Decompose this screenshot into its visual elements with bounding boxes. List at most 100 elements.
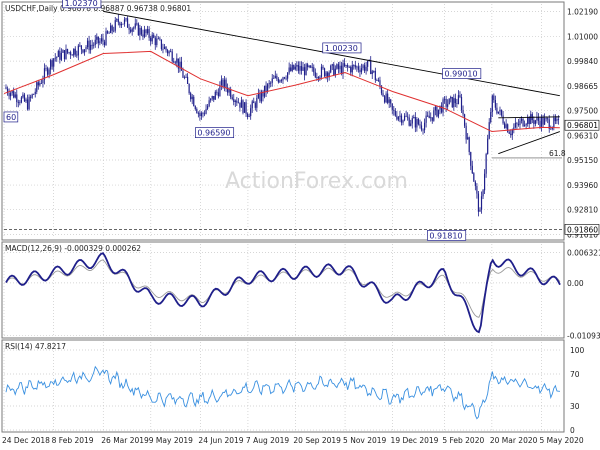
candle-body xyxy=(297,64,299,71)
candle-body xyxy=(557,119,560,120)
candle-body xyxy=(382,93,384,97)
candle-body xyxy=(93,44,95,46)
x-tick-label: 24 Jun 2019 xyxy=(198,436,243,445)
macd-tick-label: 0.00 xyxy=(567,279,584,288)
candle-body xyxy=(13,91,15,98)
candle-body xyxy=(290,67,292,71)
candle-body xyxy=(280,80,283,81)
candle-body xyxy=(85,47,87,50)
candle-body xyxy=(322,66,324,69)
candle-body xyxy=(193,96,195,107)
candle-body xyxy=(190,93,192,100)
candle-body xyxy=(176,58,178,63)
candle-body xyxy=(430,117,432,119)
candle-body xyxy=(268,82,270,85)
moving-average-line xyxy=(3,50,560,133)
candle-body xyxy=(197,112,199,114)
candle-body xyxy=(28,96,30,110)
candle-body xyxy=(185,76,187,78)
price-annotation: 60 xyxy=(6,113,16,122)
candle-body xyxy=(536,116,538,121)
candle-body xyxy=(482,190,484,197)
candle-body xyxy=(245,102,247,114)
candle-body xyxy=(254,103,256,108)
candle-body xyxy=(516,123,518,125)
candle-body xyxy=(257,93,259,98)
candle-body xyxy=(199,112,201,117)
candle-body xyxy=(462,110,464,115)
candle-body xyxy=(253,101,255,104)
candle-body xyxy=(271,78,273,83)
candle-body xyxy=(46,68,49,75)
x-tick-label: 19 Dec 2019 xyxy=(391,436,439,445)
candle-body xyxy=(320,66,323,77)
grid xyxy=(3,4,562,431)
candle-body xyxy=(106,31,109,34)
candle-body xyxy=(385,93,387,103)
candle-body xyxy=(36,82,38,92)
candle-body xyxy=(408,117,410,126)
candle-body xyxy=(353,65,355,66)
candle-body xyxy=(504,123,506,128)
candle-body xyxy=(83,49,86,53)
candle-body xyxy=(480,196,483,210)
candle-body xyxy=(539,120,541,127)
candle-body xyxy=(556,119,558,122)
candle-body xyxy=(130,29,132,32)
candle-body xyxy=(50,60,52,70)
candle-body xyxy=(177,58,179,69)
candle-body xyxy=(220,79,223,86)
low-price-tag: 0.91860 xyxy=(567,225,598,234)
candle-body xyxy=(94,39,96,45)
candle-body xyxy=(442,99,444,113)
candle-body xyxy=(116,19,118,21)
price-tick-label: 1.02190 xyxy=(567,8,598,17)
candle-body xyxy=(296,64,298,67)
candle-body xyxy=(63,50,66,60)
candle-body xyxy=(54,57,56,59)
candle-body xyxy=(133,27,135,29)
candle-body xyxy=(6,88,9,94)
candle-body xyxy=(493,95,495,101)
candle-body xyxy=(463,114,466,126)
x-tick-label: 20 Sep 2019 xyxy=(293,436,341,445)
rsi-tick-label: 100 xyxy=(570,346,585,355)
candle-body xyxy=(323,68,326,77)
candle-body xyxy=(30,96,32,98)
candle-body xyxy=(219,85,221,97)
rsi-line xyxy=(5,365,561,420)
candle-body xyxy=(459,95,461,97)
candle-body xyxy=(267,84,269,92)
price-annotation: 1.00230 xyxy=(325,44,358,53)
candle-body xyxy=(51,60,53,67)
candle-body xyxy=(427,115,429,117)
candle-body xyxy=(317,77,319,79)
candle-body xyxy=(399,115,401,118)
candle-body xyxy=(173,61,175,63)
candle-body xyxy=(165,46,167,51)
candle-body xyxy=(283,77,286,79)
candle-body xyxy=(42,79,44,84)
candle-body xyxy=(513,127,515,130)
candle-body xyxy=(448,98,450,105)
price-annotation-box xyxy=(442,68,482,79)
candle-body xyxy=(299,65,301,71)
candle-body xyxy=(183,77,186,79)
x-tick-label: 9 May 2019 xyxy=(149,436,193,445)
candle-body xyxy=(203,113,206,115)
price-tick-label: 1.01000 xyxy=(567,33,598,42)
rsi-tick-label: 70 xyxy=(570,370,580,379)
low-price-tag-box xyxy=(564,224,600,235)
rsi-tick-label: 30 xyxy=(570,402,580,411)
candle-body xyxy=(105,31,107,46)
candle-body xyxy=(222,79,224,87)
candle-body xyxy=(234,100,236,103)
candle-body xyxy=(162,48,164,50)
candle-body xyxy=(287,72,289,79)
candle-body xyxy=(37,82,39,86)
candle-body xyxy=(150,37,152,42)
candle-body xyxy=(151,34,153,42)
price-tick-label: 0.93960 xyxy=(567,181,598,190)
candle-body xyxy=(417,119,420,125)
candle-body xyxy=(496,107,498,114)
